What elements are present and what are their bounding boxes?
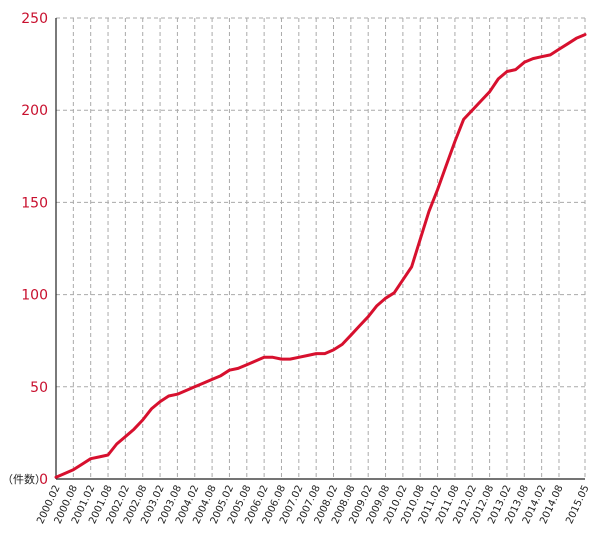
x-tick-label: 2015.05	[564, 484, 591, 526]
series-line	[54, 33, 587, 479]
axes	[55, 18, 586, 480]
y-tick-label: 50	[30, 380, 48, 396]
y-tick-label: 0	[39, 472, 48, 488]
y-tick-label: 100	[21, 288, 48, 304]
series-layer	[54, 33, 587, 479]
x-tick-labels: 2000.022000.082001.022001.082002.022002.…	[35, 484, 591, 526]
y-tick-label: 150	[21, 195, 48, 211]
y-tick-label: 250	[21, 11, 48, 27]
y-tick-labels: 0 50 100 150 200 250	[21, 11, 48, 488]
y-axis-unit-label: （件数）	[2, 473, 46, 486]
y-tick-label: 200	[21, 103, 48, 119]
